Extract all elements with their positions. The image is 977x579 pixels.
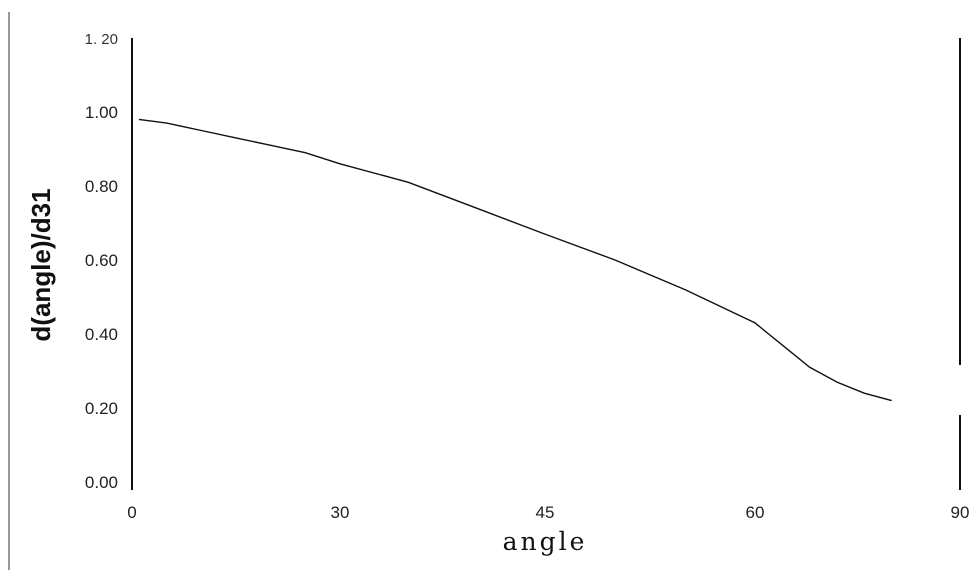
- x-tick-label: 45: [536, 503, 555, 522]
- x-tick-label: 90: [951, 503, 970, 522]
- y-tick-label: 0.60: [85, 251, 118, 270]
- y-tick-label: 1. 20: [85, 31, 118, 48]
- x-tick-labels: 0 30 45 60 90: [127, 503, 969, 522]
- series-line: [138, 118, 892, 402]
- x-axis-label: angle: [503, 527, 588, 556]
- y-tick-labels: 0.00 0.20 0.40 0.60 0.80 1.00 1. 20: [85, 31, 118, 492]
- x-tick-label: 0: [127, 503, 136, 522]
- y-tick-label: 0.80: [85, 177, 118, 196]
- y-tick-label: 0.20: [85, 399, 118, 418]
- y-tick-label: 0.40: [85, 325, 118, 344]
- y-axis-label: d(angle)/d31: [26, 188, 56, 341]
- y-tick-label: 1.00: [85, 103, 118, 122]
- x-tick-label: 30: [331, 503, 350, 522]
- x-tick-label: 60: [746, 503, 765, 522]
- y-tick-label: 0.00: [85, 473, 118, 492]
